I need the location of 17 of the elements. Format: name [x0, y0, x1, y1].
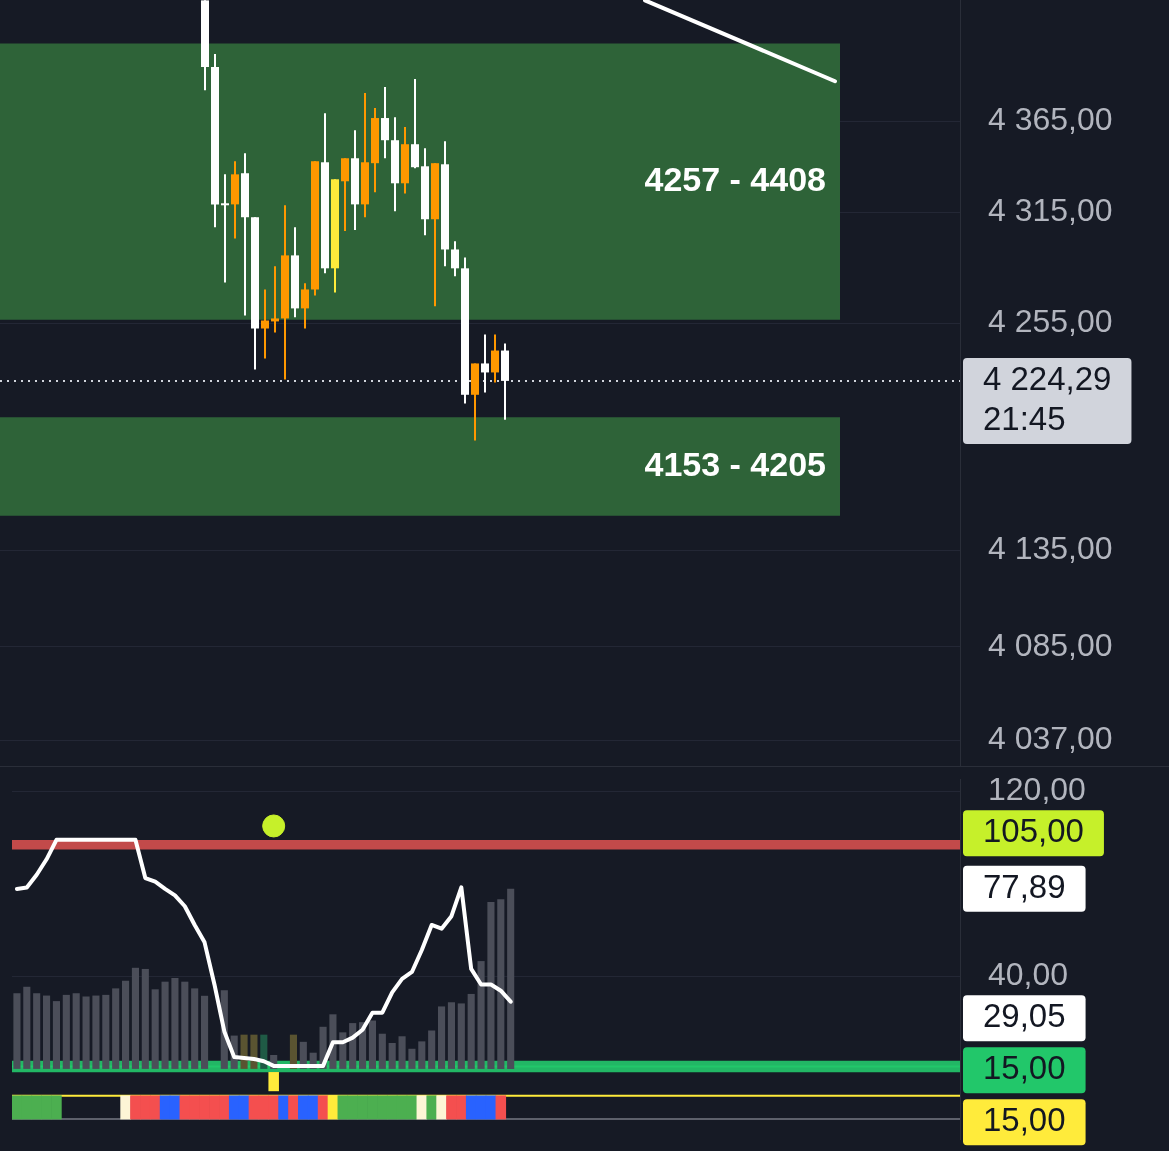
ref-line-label: 4 224,29 [983, 359, 1112, 397]
band-label: 4153 - 4205 [644, 444, 826, 483]
y-tick-label: 4 255,00 [988, 303, 1113, 340]
y-tick-label: 120,00 [988, 771, 1086, 808]
text: 15,00 [983, 1049, 1066, 1087]
text: 77,89 [983, 867, 1066, 905]
text: 15,00 [983, 1101, 1066, 1139]
text: 21:45 [983, 399, 1066, 437]
y-tick-label: 4 315,00 [988, 192, 1113, 229]
y-tick-label: 40,00 [988, 956, 1069, 993]
y-tick-label: 4 037,00 [988, 720, 1113, 757]
band-label: 4257 - 4408 [644, 159, 826, 198]
y-tick-label: 4 085,00 [988, 626, 1113, 663]
y-tick-label: 4 365,00 [988, 100, 1113, 137]
text: 29,05 [983, 997, 1066, 1035]
y-tick-label: 4 135,00 [988, 530, 1113, 567]
text: 105,00 [983, 812, 1084, 850]
